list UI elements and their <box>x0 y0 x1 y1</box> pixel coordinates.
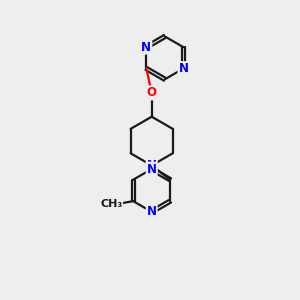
Text: CH₃: CH₃ <box>100 199 123 209</box>
Text: N: N <box>147 159 157 172</box>
Text: N: N <box>141 41 151 54</box>
Text: N: N <box>147 205 157 218</box>
Text: N: N <box>178 62 188 75</box>
Text: N: N <box>147 163 157 176</box>
Text: O: O <box>147 86 157 99</box>
